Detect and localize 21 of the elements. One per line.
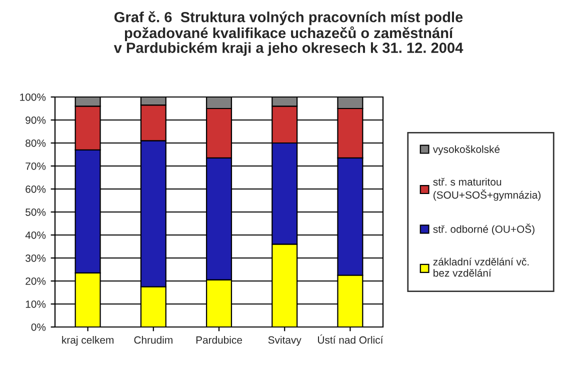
x-tick-label: kraj celkem <box>62 336 114 346</box>
y-tick-label: 50% <box>26 208 46 216</box>
x-tick-label: Pardubice <box>196 336 242 344</box>
y-tick-label: 70% <box>26 162 46 170</box>
x-tick-label: Chrudim <box>134 336 172 344</box>
y-tick-label: 20% <box>26 278 46 285</box>
y-tick-label: 30% <box>26 254 46 262</box>
y-tick-label: 60% <box>26 186 46 193</box>
y-tick-label: 80% <box>26 140 46 147</box>
chart-title: Graf č. 6 Struktura volných pracovních míst podle požadované kvalifikace uchazečů o zaměstnání v Pardubickém kraji a jeho okresech k 31. 12. 2004 <box>114 11 464 56</box>
legend-label: stř. odborné (OU+OŠ) <box>433 224 534 235</box>
y-tick-label: 40% <box>25 232 46 239</box>
y-tick-label: 90% <box>26 116 46 124</box>
legend-label: stř. s maturitou (SOU+SOŠ+gymnázia) <box>433 178 540 201</box>
x-tick-label: Svitavy <box>268 336 302 346</box>
legend-label: základní vzdělání vč. bez vzdělání <box>433 258 529 277</box>
x-tick-label: Ústí nad Orlicí <box>318 334 384 344</box>
y-tick-label: 10% <box>26 300 46 308</box>
y-tick-label: 0% <box>31 324 46 331</box>
legend-label: vysokoškolské <box>432 145 500 156</box>
y-tick-label: 100% <box>20 94 46 101</box>
